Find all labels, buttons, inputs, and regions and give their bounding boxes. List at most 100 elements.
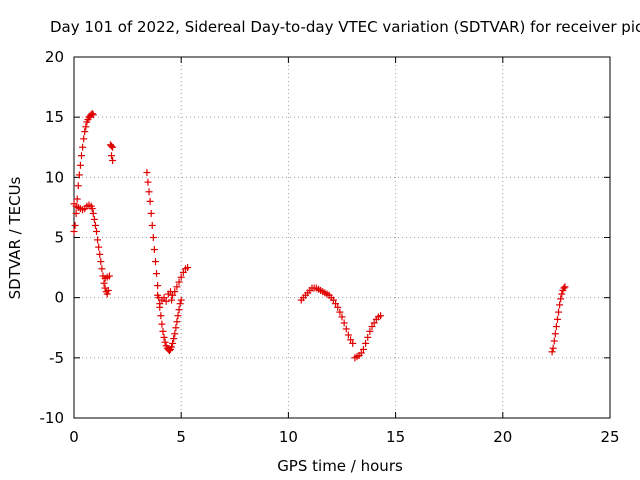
data-point [96,250,104,258]
x-tick-label: 25 [600,428,619,446]
data-point [159,327,167,335]
data-point [553,315,561,323]
data-point [97,258,105,266]
y-tick-label: 5 [54,229,64,247]
data-point [170,335,178,343]
data-point [100,279,108,287]
data-point [558,290,566,298]
data-point [168,343,176,351]
axis-ticks: 0 5 10 15 20 25 -10 -5 0 5 10 15 20 [40,48,620,446]
data-point [103,290,111,298]
data-point [157,312,165,320]
grid [74,57,610,418]
data-point [148,221,156,229]
data-point [173,283,181,291]
data-point [98,265,106,273]
y-tick-label: 15 [45,108,64,126]
data-point [153,270,161,278]
data-point [179,268,187,276]
data-point [175,306,183,314]
data-point [177,296,185,304]
data-point [162,297,170,305]
data-point [168,296,176,304]
data-point [154,282,162,290]
y-tick-label: 0 [54,289,64,307]
data-point [551,330,559,338]
data-point [336,308,344,316]
y-axis-label: SDTVAR / TECUs [6,176,24,299]
data-point [560,284,568,292]
data-point [151,258,159,266]
data-point [74,182,82,190]
data-point [175,278,183,286]
y-tick-label: 10 [45,168,64,186]
data-point [556,301,564,309]
data-point [72,209,80,217]
x-tick-label: 10 [279,428,298,446]
data-point [550,337,558,345]
data-point [334,303,342,311]
data-point [161,338,169,346]
data-point [347,336,355,344]
data-point [154,291,162,299]
data-point [108,142,116,150]
data-point [105,272,113,280]
x-tick-label: 20 [493,428,512,446]
data-point [368,323,376,331]
data-point [91,221,99,229]
data-point [169,291,177,299]
data-point [93,227,101,235]
data-point [73,195,81,203]
data-point [357,349,365,357]
data-point [349,339,357,347]
data-point [104,286,112,294]
data-point [80,135,88,143]
data-point [78,152,86,160]
data-point [160,294,168,302]
data-point [172,324,180,332]
y-tick-label: 20 [45,48,64,66]
data-point [156,300,164,308]
data-marks [70,110,569,362]
data-point [555,308,563,316]
data-point [173,318,181,326]
data-point [176,300,184,308]
data-point [76,161,84,169]
data-point [370,319,378,327]
data-point [364,333,372,341]
data-point [359,345,367,353]
data-point [561,283,569,291]
data-point [75,171,83,179]
data-point [88,110,96,118]
data-point [145,188,153,196]
data-point [109,143,117,151]
data-point [552,323,560,331]
x-tick-label: 0 [69,428,79,446]
data-point [147,209,155,217]
data-point [171,330,179,338]
data-point [332,300,340,308]
data-point [158,320,166,328]
data-point [146,197,154,205]
data-point [329,296,337,304]
data-point [174,312,182,320]
x-tick-label: 15 [386,428,405,446]
data-point [557,295,565,303]
y-tick-label: -10 [40,409,65,427]
data-point [342,325,350,333]
data-point [171,288,179,296]
data-point [377,312,385,320]
data-point [88,205,96,213]
data-point [366,327,374,335]
data-point [549,344,557,352]
data-point [160,333,168,341]
data-point [149,234,157,241]
data-point [70,227,78,235]
data-point [340,319,348,327]
chart-title: Day 101 of 2022, Sidereal Day-to-day VTE… [50,18,640,36]
data-point [71,221,79,229]
data-point [108,152,116,160]
x-axis-label: GPS time / hours [277,457,403,475]
data-point [81,128,89,136]
data-point [177,273,185,281]
